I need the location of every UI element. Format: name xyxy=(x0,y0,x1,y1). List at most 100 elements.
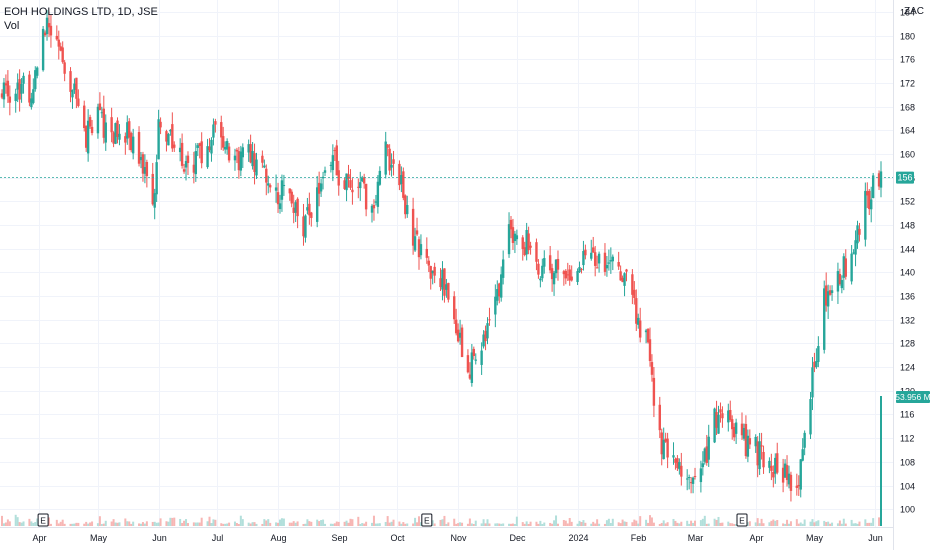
candle-body xyxy=(776,453,779,473)
candle-body xyxy=(568,269,571,281)
candle-body xyxy=(562,271,566,275)
volume-bar xyxy=(625,521,628,526)
volume-bar xyxy=(335,521,338,526)
candle-body xyxy=(32,89,35,103)
candle-body xyxy=(14,93,17,102)
volume-bars xyxy=(1,396,882,526)
time-axis[interactable]: Apr May Jun Jul Aug Sep Oct Nov Dec 2024 Feb Mar Apr… xyxy=(32,533,882,543)
volume-bar xyxy=(141,522,144,526)
volume-bar xyxy=(179,518,182,526)
volume-bar xyxy=(304,523,307,526)
candle-body xyxy=(306,207,309,211)
volume-bar xyxy=(89,522,92,526)
candle-body xyxy=(159,121,162,128)
volume-bar xyxy=(220,523,223,526)
candle-body xyxy=(564,270,568,279)
candle-body xyxy=(838,273,842,285)
candle-body xyxy=(727,410,730,423)
candle-body xyxy=(431,270,434,274)
candle-body xyxy=(672,455,675,458)
price-axis[interactable]: 1001041081121161201241281321361401441481… xyxy=(900,8,915,515)
volume-bar xyxy=(776,519,779,526)
earnings-marker-box[interactable] xyxy=(736,513,748,527)
candle-body xyxy=(139,156,143,161)
volume-bar xyxy=(308,521,311,526)
volume-bar xyxy=(239,515,242,526)
candle-body xyxy=(77,98,80,106)
earnings-marker-box[interactable] xyxy=(421,513,433,527)
volume-bar xyxy=(801,523,804,526)
volume-bar xyxy=(607,518,610,526)
candle-body xyxy=(124,136,127,143)
candle-body xyxy=(836,271,840,292)
volume-bar xyxy=(402,522,405,526)
candle-body xyxy=(625,269,628,272)
candle-body xyxy=(525,230,528,255)
volume-bar xyxy=(87,523,90,526)
candle-body xyxy=(249,144,252,163)
volume-bar xyxy=(20,522,23,526)
candle-body xyxy=(541,265,544,279)
candle-body xyxy=(515,235,519,240)
candle-body xyxy=(609,260,613,262)
candle-body xyxy=(276,192,280,205)
y-tick-label: 112 xyxy=(900,434,914,444)
volume-bar xyxy=(609,522,612,526)
volume-bar xyxy=(562,519,565,526)
candle-body xyxy=(294,202,297,213)
candle-body xyxy=(840,280,844,289)
volume-bar xyxy=(840,523,843,526)
candle-body xyxy=(693,476,697,478)
volume-bar xyxy=(705,523,708,526)
candle-body xyxy=(364,183,368,210)
volume-bar xyxy=(6,519,9,526)
volume-bar xyxy=(49,523,52,526)
volume-bar xyxy=(18,522,21,526)
volume-bar xyxy=(633,519,636,526)
volume-bar xyxy=(1,515,3,526)
candle-body xyxy=(758,441,761,470)
volume-bar xyxy=(406,523,409,526)
y-tick-label: 140 xyxy=(900,268,915,278)
volume-bar xyxy=(294,522,297,526)
volume-bar xyxy=(619,523,622,526)
volume-bar xyxy=(431,520,434,526)
volume-bar xyxy=(729,523,732,526)
candle-body xyxy=(210,139,213,154)
candle-body xyxy=(274,187,278,191)
candle-body xyxy=(415,230,419,235)
candle-body xyxy=(310,212,313,218)
volume-bar xyxy=(2,523,5,526)
candle-body xyxy=(265,168,268,183)
volume-bar xyxy=(686,520,689,526)
volume-bar xyxy=(143,523,146,526)
volume-bar xyxy=(672,518,675,526)
candle-body xyxy=(556,258,560,270)
volume-bar xyxy=(762,523,765,526)
candle-body xyxy=(308,203,311,216)
candle-body xyxy=(345,173,348,191)
volume-bar xyxy=(91,521,94,526)
volume-bar xyxy=(206,521,209,526)
candle-body xyxy=(18,79,21,100)
volume-bar xyxy=(580,521,583,526)
volume-badge-text: 53.956 M xyxy=(895,392,930,402)
volume-bar xyxy=(680,521,683,526)
candle-body xyxy=(319,183,323,192)
candle-body xyxy=(866,191,869,196)
candle-body xyxy=(198,143,201,146)
earnings-marker-box[interactable] xyxy=(37,513,49,527)
candle-body xyxy=(509,219,513,230)
volume-bar xyxy=(333,523,336,526)
volume-bar xyxy=(470,523,473,526)
candle-body xyxy=(717,414,720,434)
volume-bar xyxy=(658,523,661,526)
candle-body xyxy=(877,173,881,187)
earnings-marker-label: E xyxy=(424,516,430,526)
volume-bar xyxy=(16,517,19,526)
volume-bar xyxy=(59,521,62,526)
volume-bar xyxy=(692,522,695,526)
x-tick-label: Jun xyxy=(152,533,167,543)
